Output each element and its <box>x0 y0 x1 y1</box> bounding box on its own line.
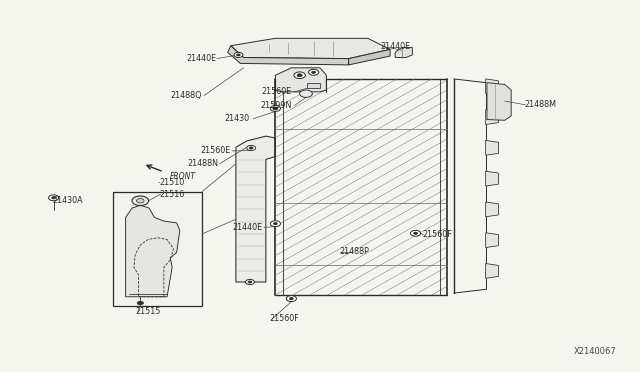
Text: 21488M: 21488M <box>524 100 556 109</box>
Circle shape <box>410 230 420 236</box>
Polygon shape <box>486 202 499 217</box>
Text: 21510: 21510 <box>159 178 185 187</box>
Circle shape <box>52 197 56 199</box>
Text: 21516: 21516 <box>159 190 185 199</box>
Bar <box>113 192 202 306</box>
Polygon shape <box>486 171 499 186</box>
Polygon shape <box>125 205 180 297</box>
Polygon shape <box>486 110 499 125</box>
Circle shape <box>270 106 280 112</box>
Text: 21560E: 21560E <box>200 147 231 155</box>
Circle shape <box>300 90 312 97</box>
Text: X2140067: X2140067 <box>573 347 616 356</box>
Polygon shape <box>486 79 499 94</box>
Polygon shape <box>236 136 275 282</box>
Circle shape <box>249 147 253 149</box>
Circle shape <box>248 281 252 283</box>
Circle shape <box>289 298 293 300</box>
Circle shape <box>286 296 296 302</box>
Text: 21430: 21430 <box>225 114 250 123</box>
Text: 21560F: 21560F <box>269 314 299 323</box>
Circle shape <box>49 195 59 201</box>
Polygon shape <box>349 49 390 65</box>
Polygon shape <box>486 141 499 155</box>
Circle shape <box>308 69 319 75</box>
Circle shape <box>297 74 302 77</box>
Circle shape <box>270 221 280 227</box>
Text: 21488P: 21488P <box>339 247 369 256</box>
Text: 21440E: 21440E <box>381 42 411 51</box>
Circle shape <box>137 301 143 305</box>
Circle shape <box>234 52 243 58</box>
Text: 21560E: 21560E <box>261 87 291 96</box>
Polygon shape <box>486 233 499 247</box>
Polygon shape <box>487 83 511 120</box>
Circle shape <box>312 71 316 73</box>
Text: 21440E: 21440E <box>232 223 262 232</box>
Polygon shape <box>486 263 499 278</box>
Circle shape <box>132 196 148 206</box>
Circle shape <box>273 222 277 225</box>
Circle shape <box>246 145 255 151</box>
Text: 21430A: 21430A <box>52 196 83 205</box>
Text: 21560F: 21560F <box>422 230 452 239</box>
Text: 21599N: 21599N <box>260 101 291 110</box>
Circle shape <box>413 232 417 234</box>
Text: 21488Q: 21488Q <box>171 91 202 100</box>
Circle shape <box>237 54 241 56</box>
Circle shape <box>246 279 254 285</box>
Polygon shape <box>228 46 349 65</box>
Circle shape <box>136 199 144 203</box>
Polygon shape <box>395 48 412 58</box>
Polygon shape <box>275 68 326 92</box>
Text: 21440E: 21440E <box>187 54 217 63</box>
Text: 21488N: 21488N <box>187 159 218 169</box>
Circle shape <box>294 72 305 78</box>
Polygon shape <box>231 38 390 59</box>
Text: FRONT: FRONT <box>170 171 196 180</box>
Circle shape <box>273 107 278 110</box>
Text: 21515: 21515 <box>135 307 161 316</box>
Polygon shape <box>307 83 320 88</box>
